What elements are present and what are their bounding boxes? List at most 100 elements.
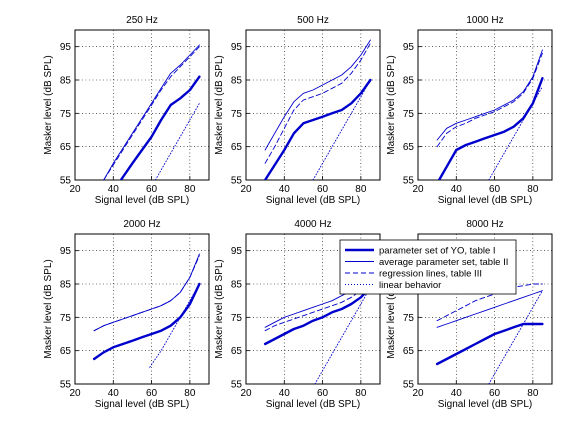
series-line-param (263, 78, 372, 180)
x-tick-label: 80 (184, 184, 196, 195)
x-tick-label: 80 (527, 388, 539, 399)
y-axis-label: Masker level (dB SPL) (214, 259, 225, 358)
x-tick-label: 60 (317, 184, 329, 195)
y-tick-label: 95 (231, 42, 243, 53)
panel-3: 20 40 60 80 55 65 75 85 95 2000 Hz Signal level (d… (43, 219, 210, 410)
legend-label-param: parameter set of YO, table I (379, 245, 496, 256)
plot-area (245, 29, 381, 181)
x-tick-label: 20 (412, 388, 424, 399)
series-line-param (437, 77, 544, 180)
y-tick-label: 85 (60, 280, 72, 291)
panel-0: 20 40 60 80 55 65 75 85 95 250 Hz Signal level (dB… (43, 15, 210, 206)
panel-title: 4000 Hz (294, 219, 331, 230)
plot-area (74, 29, 210, 181)
series-line-lin (312, 79, 371, 180)
x-tick-label: 80 (355, 388, 367, 399)
y-tick-label: 55 (231, 176, 243, 187)
x-tick-label: 40 (279, 388, 291, 399)
y-axis-label: Masker level (dB SPL) (386, 55, 397, 154)
x-tick-label: 60 (146, 388, 158, 399)
x-axis-label: Signal level (dB SPL) (95, 399, 190, 410)
y-tick-label: 75 (60, 109, 72, 120)
x-tick-label: 60 (317, 388, 329, 399)
x-axis-label: Signal level (dB SPL) (95, 195, 190, 206)
y-tick-label: 65 (403, 142, 415, 153)
series-line-avg (436, 290, 543, 328)
x-tick-label: 80 (527, 184, 539, 195)
x-tick-label: 80 (184, 388, 196, 399)
series-line-avg (103, 44, 200, 180)
y-tick-label: 75 (403, 109, 415, 120)
y-tick-label: 75 (231, 313, 243, 324)
y-tick-label: 65 (403, 346, 415, 357)
panel-title: 500 Hz (297, 15, 329, 26)
y-tick-label: 85 (231, 76, 243, 87)
y-tick-label: 55 (231, 380, 243, 391)
x-axis-label: Signal level (dB SPL) (266, 399, 361, 410)
series-line-reg (264, 280, 371, 332)
x-tick-label: 40 (279, 184, 291, 195)
x-tick-label: 20 (240, 184, 252, 195)
y-tick-label: 75 (60, 313, 72, 324)
series-line-reg (436, 283, 543, 322)
y-tick-label: 65 (60, 346, 72, 357)
panel-2: 20 40 60 80 55 65 75 85 95 1000 Hz Signal level (d… (386, 15, 553, 206)
y-axis-label: Masker level (dB SPL) (214, 55, 225, 154)
series-line-avg (93, 253, 200, 332)
y-axis-label: Masker level (dB SPL) (43, 259, 54, 358)
y-tick-label: 65 (231, 142, 243, 153)
legend-label-avg: average parameter set, table II (379, 257, 508, 268)
x-tick-label: 20 (412, 184, 424, 195)
legend-label-reg: regression lines, table III (379, 268, 482, 279)
x-tick-label: 20 (69, 184, 81, 195)
y-tick-label: 75 (403, 313, 415, 324)
series-line-param (263, 286, 372, 346)
y-tick-label: 95 (60, 42, 72, 53)
panel-title: 250 Hz (126, 15, 158, 26)
y-tick-label: 95 (403, 42, 415, 53)
panel-title: 1000 Hz (466, 15, 503, 26)
x-tick-label: 40 (451, 388, 463, 399)
y-tick-label: 65 (231, 346, 243, 357)
series-line-param (92, 282, 201, 361)
series-line-param (435, 322, 544, 366)
x-tick-label: 40 (108, 184, 120, 195)
series-line-reg (264, 42, 371, 164)
y-tick-label: 75 (231, 109, 243, 120)
series-line-lin (154, 102, 200, 180)
series-line-lin (314, 286, 371, 384)
series-line-param (119, 75, 201, 180)
panel-1: 20 40 60 80 55 65 75 85 95 500 Hz Signal level (dB… (214, 15, 381, 206)
plot-area (74, 233, 210, 385)
series-line-avg (436, 49, 543, 141)
series-line-reg (436, 52, 543, 148)
y-axis-label: Masker level (dB SPL) (43, 55, 54, 154)
y-tick-label: 65 (60, 142, 72, 153)
x-tick-label: 60 (146, 184, 158, 195)
y-tick-label: 55 (403, 176, 415, 187)
x-axis-label: Signal level (dB SPL) (438, 195, 533, 206)
y-tick-label: 85 (403, 76, 415, 87)
x-axis-label: Signal level (dB SPL) (266, 195, 361, 206)
x-tick-label: 20 (240, 388, 252, 399)
y-tick-label: 85 (60, 76, 72, 87)
panel-title: 8000 Hz (466, 219, 503, 230)
y-tick-label: 95 (60, 246, 72, 257)
x-tick-label: 40 (108, 388, 120, 399)
legend-label-lin: linear behavior (379, 280, 441, 291)
series-line-lin (149, 283, 200, 368)
y-tick-label: 55 (60, 380, 72, 391)
y-tick-label: 55 (60, 176, 72, 187)
series-line-avg (264, 39, 371, 151)
y-axis-label: Masker level (dB SPL) (386, 259, 397, 358)
y-tick-label: 85 (231, 280, 243, 291)
x-tick-label: 40 (451, 184, 463, 195)
x-tick-label: 60 (489, 184, 501, 195)
y-tick-label: 55 (403, 380, 415, 391)
series-line-reg (103, 46, 200, 180)
plot-area (417, 29, 553, 181)
panel-title: 2000 Hz (123, 219, 160, 230)
y-tick-label: 95 (231, 246, 243, 257)
